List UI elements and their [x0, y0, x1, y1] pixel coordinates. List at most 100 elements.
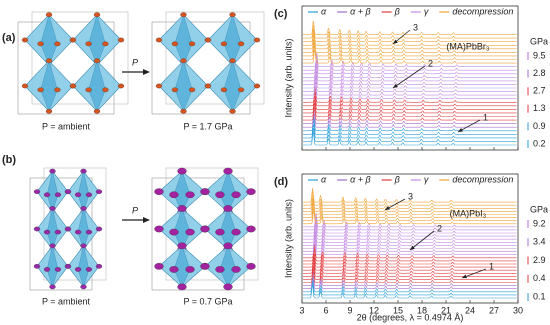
pressure-label: 0.1: [533, 291, 546, 301]
legend-label: α + β: [350, 6, 371, 16]
halide-atom: [177, 205, 187, 212]
legend-label: β: [394, 174, 400, 184]
halide-atom: [64, 263, 72, 269]
halide-atom: [43, 267, 51, 272]
halide-atom: [95, 226, 103, 232]
x-tick-label: 12: [369, 305, 379, 315]
diffraction-pattern: [303, 130, 517, 146]
plot-frame: [301, 5, 519, 151]
legend-label: decompression: [452, 174, 513, 184]
halide-atom: [37, 41, 44, 47]
diffraction-pattern: [303, 229, 517, 243]
diffraction-pattern: [303, 120, 517, 135]
halide-atom: [188, 41, 196, 47]
diffraction-pattern: [303, 113, 517, 128]
halide-atom: [43, 192, 51, 198]
halide-atom: [246, 225, 256, 233]
plot-frame: [301, 173, 519, 304]
diffraction-pattern: [303, 234, 517, 249]
halide-atom: [93, 58, 101, 64]
pressure-label: 0.9: [533, 121, 546, 131]
halide-atom: [200, 188, 210, 196]
crystal: [151, 167, 259, 291]
halide-atom: [80, 243, 87, 249]
halide-atom: [95, 263, 103, 269]
cell-box: [17, 21, 115, 115]
halide-atom: [80, 206, 87, 211]
halide-atom: [180, 58, 187, 64]
diffraction-pattern: [303, 85, 517, 99]
halide-atom: [54, 192, 62, 198]
diffraction-pattern: [303, 207, 517, 221]
diffraction-pattern: [303, 222, 517, 237]
panel-label: (c): [274, 8, 288, 20]
halide-atom: [49, 284, 56, 290]
halide-atom: [215, 266, 225, 273]
x-tick-label: 18: [417, 305, 427, 315]
halide-atom: [21, 37, 29, 43]
halide-atom: [155, 83, 163, 89]
halide-atom: [229, 108, 236, 114]
x-tick-label: 21: [441, 305, 451, 315]
halide-atom: [185, 266, 195, 273]
panel-label: (b): [2, 154, 16, 166]
halide-atom: [231, 228, 241, 236]
halide-atom: [64, 226, 72, 232]
halide-atom: [54, 41, 61, 47]
legend-label: α: [321, 174, 327, 184]
diffraction-pattern: [303, 213, 517, 228]
halide-atom: [253, 83, 261, 89]
halide-atom: [74, 229, 82, 235]
annotation-arrow-head: [393, 83, 398, 88]
cell-box: [31, 11, 129, 105]
panel-label: (d): [274, 176, 288, 188]
y-axis-label: Intensity (arb. units): [283, 199, 293, 278]
arrow-head: [143, 217, 150, 223]
annotation: 3: [408, 191, 413, 201]
halide-atom: [54, 267, 62, 272]
diffraction-pattern: [303, 253, 517, 268]
halide-atom: [220, 41, 228, 47]
cell-box: [151, 21, 251, 115]
diffraction-pattern: [303, 77, 517, 92]
halide-atom: [237, 87, 245, 93]
halide-atom: [185, 228, 195, 236]
halide-atom: [246, 262, 256, 270]
halide-atom: [215, 228, 225, 236]
halide-atom: [117, 83, 125, 89]
halide-atom: [171, 41, 179, 47]
diffraction-pattern: [303, 88, 517, 103]
diffraction-pattern: [303, 188, 517, 203]
diffraction-pattern: [303, 209, 517, 225]
diffraction-pattern: [303, 38, 517, 53]
x-tick-label: 9: [347, 305, 352, 315]
halide-atom: [69, 83, 77, 89]
diffraction-pattern: [303, 246, 517, 262]
halide-atom: [177, 242, 187, 250]
halide-atom: [223, 283, 233, 291]
halide-atom: [154, 262, 164, 270]
halide-atom: [33, 226, 41, 232]
pressure-label: 1.3: [533, 103, 546, 113]
halide-atom: [154, 225, 164, 233]
halide-atom: [220, 87, 228, 93]
halide-atom: [33, 189, 41, 195]
pressure-label: 9.5: [533, 50, 546, 60]
x-tick-label: 24: [465, 305, 475, 315]
pressure-label: 2.7: [533, 86, 546, 96]
legend-label: α: [321, 6, 327, 16]
diffraction-pattern: [303, 203, 517, 218]
diffraction-pattern: [303, 127, 517, 142]
pressure-label: 2.8: [533, 68, 546, 78]
halide-atom: [231, 266, 241, 273]
diffraction-pattern: [303, 98, 517, 114]
pressure-label: 9.2: [533, 218, 546, 228]
legend-label: β: [394, 6, 400, 16]
halide-atom: [180, 108, 187, 114]
diffraction-pattern: [303, 216, 517, 231]
diffraction-pattern: [303, 238, 517, 252]
halide-atom: [33, 263, 41, 269]
x-tick-label: 30: [513, 305, 523, 315]
halide-atom: [231, 191, 241, 199]
legend-label: γ: [424, 174, 429, 184]
